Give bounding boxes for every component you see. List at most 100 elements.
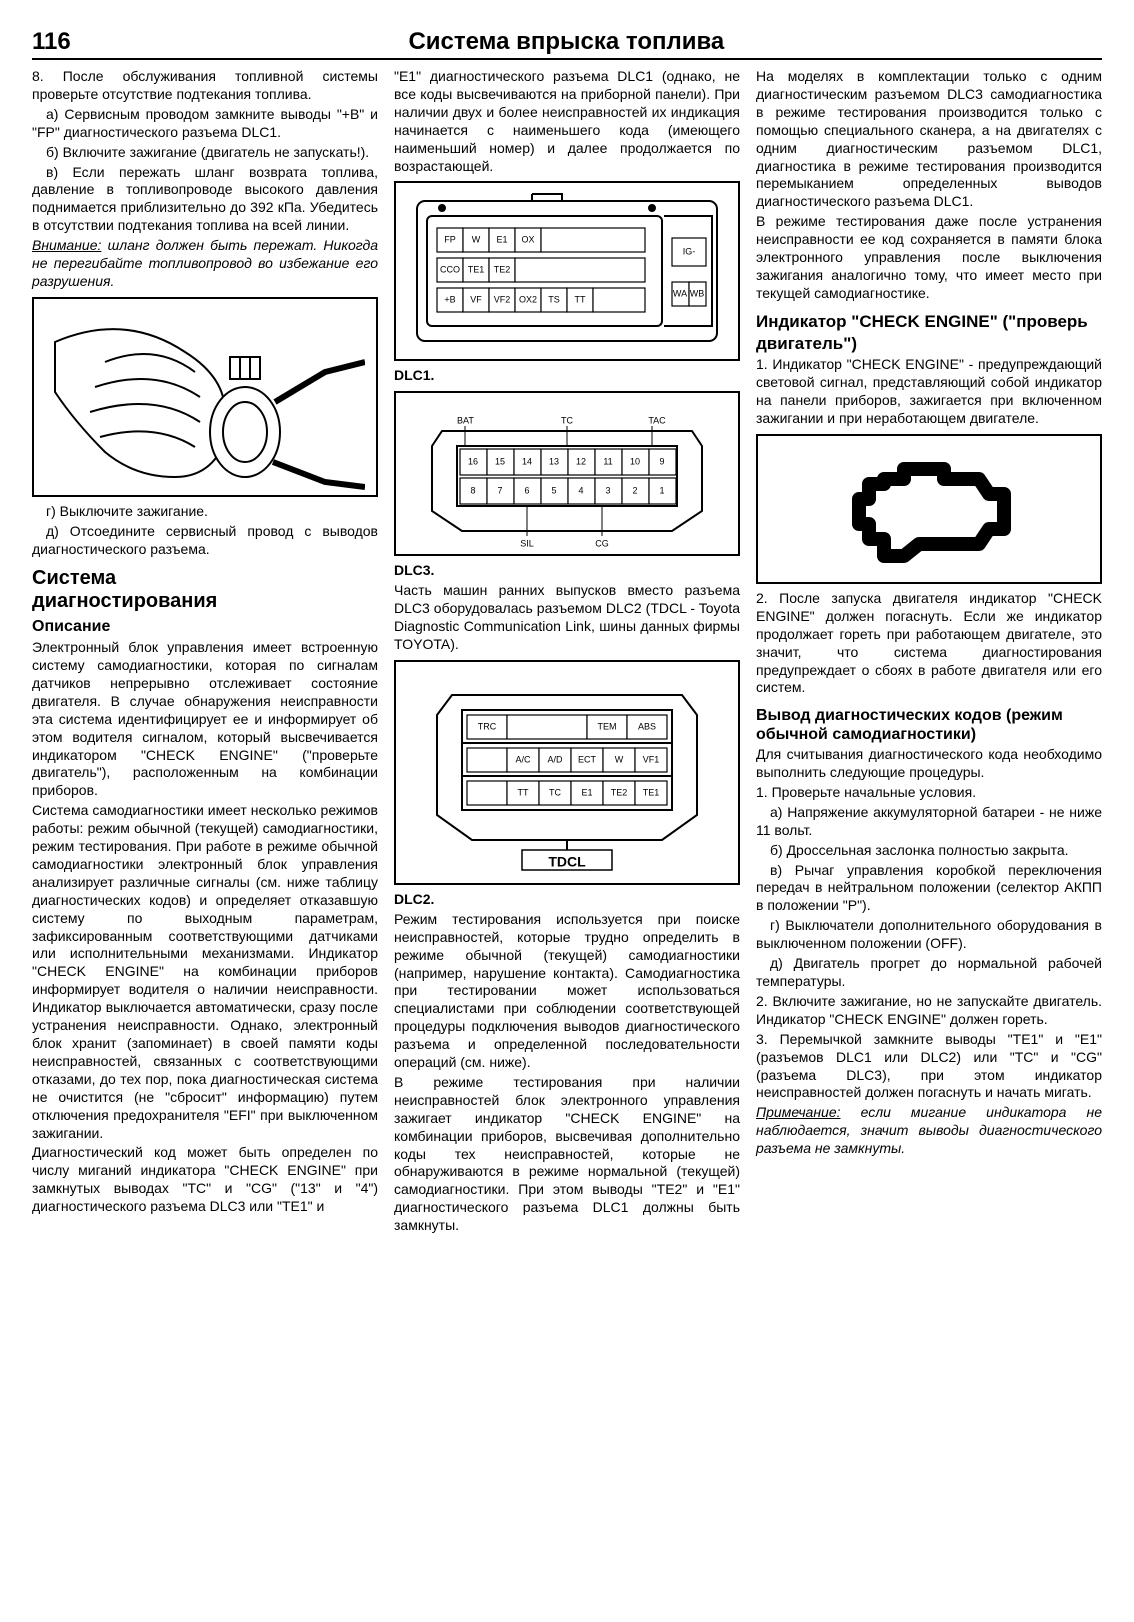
c3-note: Примечание: если мигание индикатора не н… <box>756 1104 1102 1158</box>
warn-label: Внимание: <box>32 237 101 253</box>
dlc1-r3-1: VF <box>470 295 482 305</box>
dlc1-r1-3: OX <box>521 235 534 245</box>
svg-text:TE1: TE1 <box>643 787 660 797</box>
c3-p6e: д) Двигатель прогрет до нормальной рабоч… <box>756 955 1102 991</box>
c1-p1c: в) Если пережать шланг возврата топлива,… <box>32 164 378 236</box>
page-number: 116 <box>32 28 71 56</box>
dlc1-r3-5: TT <box>575 295 586 305</box>
dlc1-r3-3: OX2 <box>519 295 537 305</box>
c3-p8: 3. Перемычкой замкните выводы "TE1" и "E… <box>756 1031 1102 1103</box>
c3-p4: 2. После запуска двигателя индикатор "CH… <box>756 590 1102 697</box>
page-header: 116 Система впрыска топлива <box>32 28 1102 60</box>
dlc2-bottom: TDCL <box>548 854 586 870</box>
dlc3-top-1: TC <box>561 416 573 426</box>
c1-desc3: Диагностический код может быть определен… <box>32 1144 378 1216</box>
c3-p3: 1. Индикатор "CHECK ENGINE" - предупрежд… <box>756 356 1102 428</box>
c3-p6c: в) Рычаг управления коробкой переключени… <box>756 862 1102 916</box>
c2-p2: Часть машин ранних выпусков вместо разъе… <box>394 582 740 654</box>
c1-p1a: а) Сервисным проводом замкните выводы "+… <box>32 106 378 142</box>
column-1: 8. После обслуживания топливной системы … <box>32 68 378 1237</box>
dlc3-bot-1: CG <box>595 539 609 549</box>
svg-text:6: 6 <box>524 486 529 496</box>
svg-text:13: 13 <box>549 457 559 467</box>
dlc2-label: DLC2. <box>394 891 740 909</box>
c3-p6a: а) Напряжение аккумуляторной батареи - н… <box>756 804 1102 840</box>
c1-h2b: диагностирования <box>32 590 378 613</box>
svg-text:TE2: TE2 <box>611 787 628 797</box>
c3-h3b: Вывод диагностических кодов (режим обычн… <box>756 707 1102 744</box>
figure-hand-hose <box>32 297 378 497</box>
svg-text:1: 1 <box>659 486 664 496</box>
c3-p6: 1. Проверьте начальные условия. <box>756 784 1102 802</box>
svg-text:TT: TT <box>518 787 529 797</box>
c2-p3: Режим тестирования используется при поис… <box>394 911 740 1072</box>
c3-p7: 2. Включите зажигание, но не запускайте … <box>756 993 1102 1029</box>
svg-text:8: 8 <box>470 486 475 496</box>
svg-text:A/C: A/C <box>515 754 531 764</box>
dlc1-r2-1: TE1 <box>468 265 485 275</box>
c1-warning: Внимание: шланг должен быть пережат. Ник… <box>32 237 378 291</box>
figure-dlc2: TRC TEM ABS A/C A/D ECT W VF1 TT TC E1 TE2 TE1 T… <box>394 660 740 885</box>
columns: 8. После обслуживания топливной системы … <box>32 68 1102 1237</box>
c1-p1g: г) Выключите зажигание. <box>32 503 378 521</box>
c3-p5: Для считывания диагностического кода нео… <box>756 746 1102 782</box>
dlc3-label: DLC3. <box>394 562 740 580</box>
svg-text:7: 7 <box>497 486 502 496</box>
svg-text:TC: TC <box>549 787 561 797</box>
svg-text:4: 4 <box>578 486 583 496</box>
svg-text:ECT: ECT <box>578 754 597 764</box>
svg-text:10: 10 <box>630 457 640 467</box>
svg-text:3: 3 <box>605 486 610 496</box>
c3-p2: В режиме тестирования даже после устране… <box>756 213 1102 303</box>
dlc3-top-0: BAT <box>457 416 474 426</box>
svg-text:16: 16 <box>468 457 478 467</box>
dlc1-r1-0: FP <box>444 235 456 245</box>
figure-check-engine-icon <box>756 434 1102 584</box>
dlc1-r2-2: TE2 <box>494 265 511 275</box>
dlc1-right-wb: WB <box>690 289 705 299</box>
c3-p6d: г) Выключатели дополнительного оборудова… <box>756 917 1102 953</box>
dlc1-r1-2: E1 <box>496 235 507 245</box>
svg-text:A/D: A/D <box>547 754 563 764</box>
dlc1-r3-2: VF2 <box>494 295 511 305</box>
column-2: "E1" диагностического разъема DLC1 (одна… <box>394 68 740 1237</box>
dlc1-r3-0: +B <box>444 295 455 305</box>
svg-text:W: W <box>615 754 624 764</box>
c1-p1d: д) Отсоедините сервисный провод с выводо… <box>32 523 378 559</box>
figure-dlc3: BAT TC TAC 161514131211109 87654321 SIL … <box>394 391 740 556</box>
c1-h2a: Система <box>32 567 378 590</box>
c2-p4: В режиме тестирования при наличии неиспр… <box>394 1074 740 1235</box>
c1-desc1: Электронный блок управления имеет встрое… <box>32 639 378 800</box>
dlc1-r3-4: TS <box>548 295 560 305</box>
dlc1-label: DLC1. <box>394 367 740 385</box>
c1-desc2: Система самодиагностики имеет несколько … <box>32 802 378 1142</box>
c3-p6b: б) Дроссельная заслонка полностью закрыт… <box>756 842 1102 860</box>
c3-h3a: Индикатор "CHECK ENGINE" ("проверь двига… <box>756 311 1102 355</box>
svg-text:5: 5 <box>551 486 556 496</box>
c1-h3: Описание <box>32 617 378 637</box>
svg-text:E1: E1 <box>581 787 592 797</box>
column-3: На моделях в комплектации только с одним… <box>756 68 1102 1237</box>
dlc2-r1r1: ABS <box>638 721 656 731</box>
svg-text:11: 11 <box>603 457 612 467</box>
dlc1-right-ig: IG- <box>683 247 696 257</box>
note-label: Примечание: <box>756 1104 841 1120</box>
page-title: Система впрыска топлива <box>408 28 724 56</box>
svg-text:15: 15 <box>495 457 505 467</box>
dlc3-bot-0: SIL <box>520 539 534 549</box>
figure-dlc1: FP W E1 OX CCO TE1 TE2 +B VF VF2 <box>394 181 740 361</box>
dlc1-r1-1: W <box>472 235 481 245</box>
svg-text:14: 14 <box>522 457 532 467</box>
svg-text:2: 2 <box>632 486 637 496</box>
svg-text:12: 12 <box>576 457 586 467</box>
dlc1-r2-0: CCO <box>440 265 460 275</box>
c2-p1: "E1" диагностического разъема DLC1 (одна… <box>394 68 740 175</box>
svg-text:VF1: VF1 <box>643 754 660 764</box>
svg-text:9: 9 <box>659 457 664 467</box>
dlc1-right-wa: WA <box>673 289 687 299</box>
dlc2-r1l: TRC <box>478 721 497 731</box>
dlc2-r1r0: TEM <box>598 721 617 731</box>
c3-p1: На моделях в комплектации только с одним… <box>756 68 1102 211</box>
c1-p1b: б) Включите зажигание (двигатель не запу… <box>32 144 378 162</box>
c1-p1: 8. После обслуживания топливной системы … <box>32 68 378 104</box>
